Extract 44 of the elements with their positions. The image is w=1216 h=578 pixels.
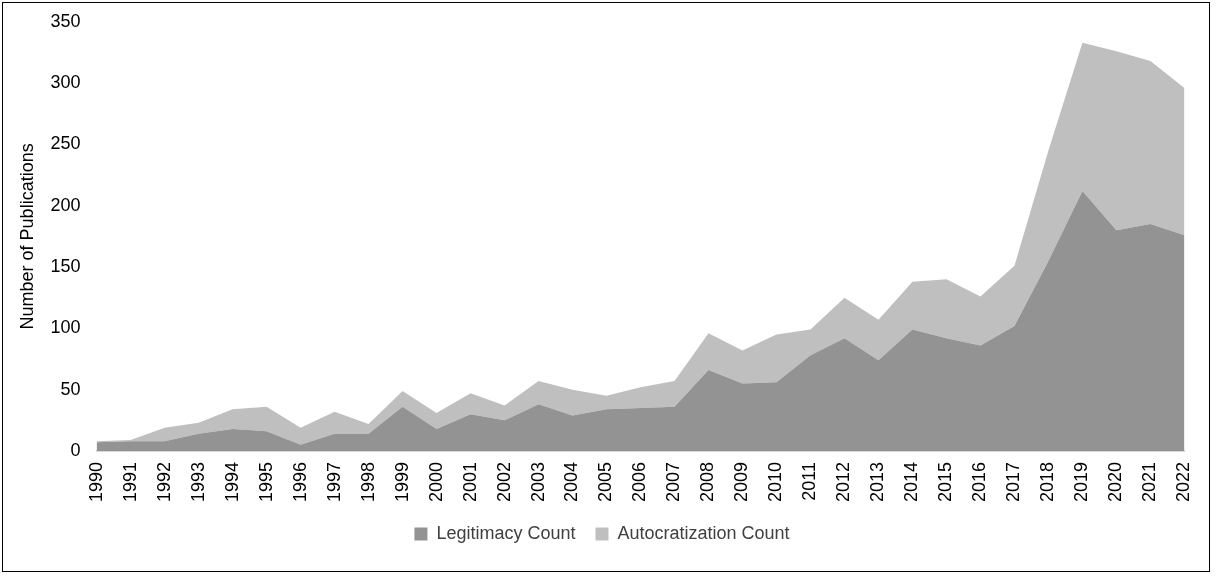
x-tick-label: 2012 bbox=[833, 461, 854, 502]
y-tick-label: 0 bbox=[70, 439, 81, 460]
x-tick-label: 1999 bbox=[391, 461, 412, 502]
x-tick-label: 1996 bbox=[289, 461, 310, 502]
legend-label: Autocratization Count bbox=[617, 522, 790, 543]
x-tick-label: 1991 bbox=[119, 461, 140, 502]
x-tick-label: 2020 bbox=[1105, 461, 1126, 502]
x-tick-label: 2015 bbox=[935, 461, 956, 502]
x-tick-label: 2017 bbox=[1003, 461, 1024, 502]
y-axis-title: Number of Publications bbox=[16, 143, 37, 330]
y-tick-label: 350 bbox=[50, 10, 81, 31]
legend-label: Legitimacy Count bbox=[436, 522, 576, 543]
x-tick-label: 1993 bbox=[187, 461, 208, 502]
x-tick-label: 2022 bbox=[1173, 461, 1194, 502]
x-tick-label: 2010 bbox=[765, 461, 786, 502]
x-tick-label: 1992 bbox=[153, 461, 174, 502]
x-tick-label: 1995 bbox=[255, 461, 276, 502]
x-tick-label: 2005 bbox=[595, 461, 616, 502]
x-tick-label: 2011 bbox=[799, 461, 820, 501]
x-tick-label: 2003 bbox=[527, 461, 548, 502]
x-tick-label: 2007 bbox=[663, 461, 684, 502]
x-tick-label: 1998 bbox=[357, 461, 378, 502]
x-tick-label: 1990 bbox=[85, 461, 106, 502]
x-tick-label: 2009 bbox=[731, 461, 752, 502]
y-tick-label: 250 bbox=[50, 133, 81, 154]
y-tick-label: 150 bbox=[50, 256, 81, 276]
y-tick-label: 300 bbox=[50, 72, 81, 93]
x-tick-label: 2018 bbox=[1037, 461, 1058, 502]
x-tick-label: 2008 bbox=[697, 461, 718, 502]
x-tick-label: 2016 bbox=[969, 461, 990, 502]
x-tick-label: 2013 bbox=[867, 461, 888, 502]
x-tick-label: 2000 bbox=[425, 461, 446, 502]
y-tick-label: 200 bbox=[50, 194, 81, 215]
x-tick-label: 2001 bbox=[459, 461, 480, 502]
x-tick-label: 2002 bbox=[493, 461, 514, 502]
x-tick-label: 2006 bbox=[629, 461, 650, 502]
x-tick-label: 2021 bbox=[1139, 461, 1160, 502]
y-tick-label: 100 bbox=[50, 317, 81, 338]
x-tick-label: 2019 bbox=[1071, 461, 1092, 502]
x-tick-label: 1994 bbox=[221, 461, 242, 502]
x-tick-label: 1997 bbox=[323, 461, 344, 502]
y-tick-label: 50 bbox=[60, 378, 81, 399]
x-tick-label: 2004 bbox=[561, 461, 582, 502]
x-tick-label: 2014 bbox=[901, 461, 922, 502]
